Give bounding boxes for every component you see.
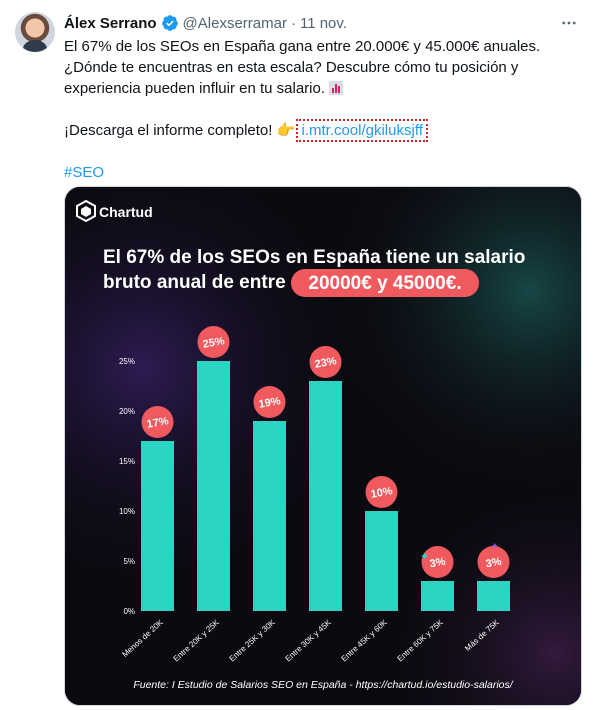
blank-line-2 xyxy=(64,141,574,162)
pointing-hand-emoji-icon: 👉 xyxy=(276,122,296,139)
source-footer: Fuente: I Estudio de Salarios SEO en Esp… xyxy=(133,679,513,691)
value-badge xyxy=(197,326,230,358)
value-badge xyxy=(253,386,286,418)
tweet-body: El 67% de los SEOs en España gana entre … xyxy=(64,36,574,183)
chartud-logo: Chartud xyxy=(76,199,153,223)
author-handle[interactable]: @Alexserramar xyxy=(182,14,287,32)
y-tick-label: 25% xyxy=(119,357,135,366)
report-link[interactable]: i.mtr.cool/gkiluksjff xyxy=(296,119,428,142)
headline-line-1: El 67% de los SEOs en España tiene un sa… xyxy=(103,247,525,268)
value-badge xyxy=(421,546,454,578)
bar-chart-emoji-icon xyxy=(329,81,344,95)
tweet-line-3: experiencia pueden influir en tu salario… xyxy=(64,78,574,99)
salary-infographic: Chartud El 67% de los SEOs en España tie… xyxy=(65,187,581,705)
tweet-timestamp[interactable]: 11 nov. xyxy=(299,14,347,32)
value-badge xyxy=(141,406,174,438)
bar xyxy=(365,511,398,611)
headline-line-2: bruto anual de entre xyxy=(103,272,286,293)
tweet-image[interactable]: Chartud El 67% de los SEOs en España tie… xyxy=(64,186,582,706)
tweet-download-line: ¡Descarga el informe completo! 👉 i.mtr.c… xyxy=(64,119,574,142)
avatar[interactable] xyxy=(15,12,55,52)
more-horizontal-icon[interactable] xyxy=(558,12,580,34)
headline-highlight-pill xyxy=(291,269,479,297)
tweet-line-1: El 67% de los SEOs en España gana entre … xyxy=(64,38,541,55)
value-badge xyxy=(365,476,398,508)
data-label: 19% xyxy=(258,395,282,411)
bar xyxy=(253,421,286,611)
author-name[interactable]: Álex Serrano xyxy=(64,14,157,32)
bar xyxy=(309,381,342,611)
data-label: 25% xyxy=(202,335,226,351)
bar xyxy=(197,361,230,611)
brand-name: Chartud xyxy=(99,204,153,220)
data-label: 10% xyxy=(370,485,394,501)
value-badge xyxy=(477,546,510,578)
verified-badge-icon xyxy=(161,15,178,31)
bar xyxy=(421,581,454,611)
data-label: 3% xyxy=(485,556,503,571)
sparkle-icon-teal: ✦ xyxy=(420,550,429,563)
headline-highlight: 20000€ y 45000€. xyxy=(308,273,461,294)
separator-dot: · xyxy=(290,14,296,32)
y-tick-label: 20% xyxy=(119,407,135,416)
y-tick-label: 5% xyxy=(123,557,135,566)
value-badge xyxy=(309,346,342,378)
tweet-line-3-text: experiencia pueden influir en tu salario… xyxy=(64,80,325,97)
chartud-logo-icon xyxy=(76,199,96,223)
blank-line xyxy=(64,99,574,120)
data-label: 3% xyxy=(429,556,447,571)
y-tick-label: 10% xyxy=(119,507,135,516)
sparkle-icon-purple: ✦ xyxy=(491,542,499,552)
download-text: ¡Descarga el informe completo! xyxy=(64,122,273,139)
bar xyxy=(477,581,510,611)
data-label: 17% xyxy=(146,415,170,431)
bars: 17% 25% 19% 23% 10% 3% 3% xyxy=(141,326,510,611)
tweet-header: Álex Serrano @Alexserramar · 11 nov. xyxy=(64,12,580,34)
data-label: 23% xyxy=(314,355,338,371)
y-axis: 0% 5% 10% 15% 20% 25% xyxy=(119,357,135,616)
tweet-line-2: ¿Dónde te encuentras en esta escala? Des… xyxy=(64,59,519,76)
bar xyxy=(141,441,174,611)
y-tick-label: 0% xyxy=(123,607,135,616)
y-tick-label: 15% xyxy=(119,457,135,466)
hashtag-seo[interactable]: #SEO xyxy=(64,164,105,181)
